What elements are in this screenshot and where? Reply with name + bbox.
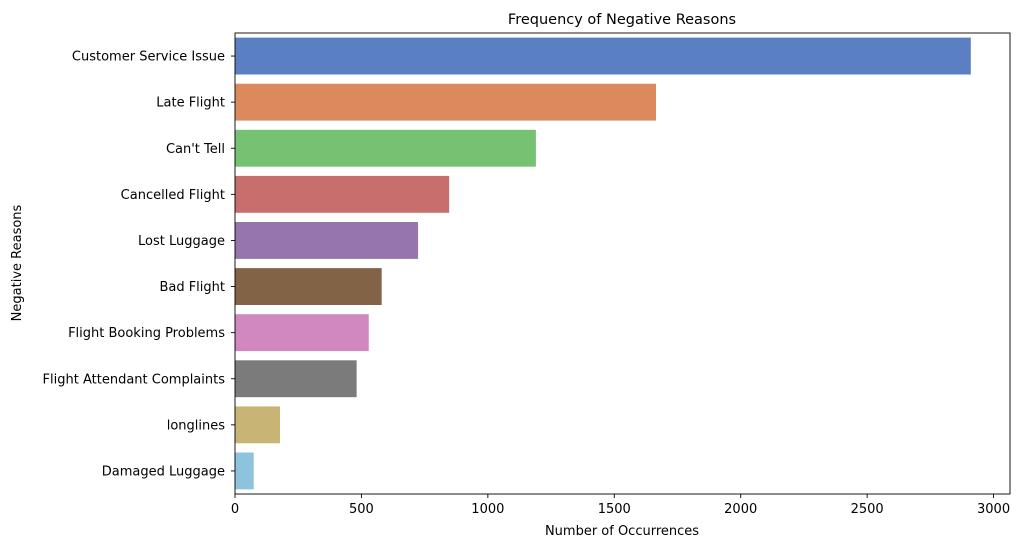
y-tick-label: Bad Flight [159,280,225,295]
bar-flight-booking-problems [235,314,369,352]
y-tick-label: Flight Attendant Complaints [43,372,226,387]
bar-late-flight [235,83,657,121]
y-tick-label: longlines [167,418,226,433]
x-tick-label: 1500 [598,502,631,517]
y-tick-label: Cancelled Flight [121,188,225,203]
bar-customer-service-issue [235,37,971,75]
x-tick-label: 2500 [851,502,884,517]
chart-title: Frequency of Negative Reasons [508,12,736,28]
bar-cancelled-flight [235,175,450,213]
y-tick-label: Customer Service Issue [72,50,225,65]
y-axis-label: Negative Reasons [10,204,25,321]
bar-flight-attendant-complaints [235,360,357,398]
x-tick-label: 0 [231,502,239,517]
bar-can-t-tell [235,129,536,167]
y-tick-label: Lost Luggage [138,234,225,249]
bar-damaged-luggage [235,452,254,490]
x-tick-label: 500 [349,502,374,517]
bar-bad-flight [235,268,382,305]
x-tick-label: 2000 [724,502,757,517]
x-axis-label: Number of Occurrences [545,524,699,539]
bar-lost-luggage [235,222,419,259]
plot-frame [234,32,1011,495]
x-axis: 0 500 1000 1500 2000 2500 3000 [231,494,1010,517]
x-tick-label: 3000 [977,502,1010,517]
y-tick-label: Damaged Luggage [102,464,225,479]
y-tick-label: Flight Booking Problems [68,326,225,341]
y-tick-label: Late Flight [156,96,225,111]
y-tick-label: Can't Tell [166,142,225,157]
bars-layer [235,37,971,490]
y-axis: Customer Service Issue Late Flight Can't T… [43,50,235,479]
x-tick-label: 1000 [471,502,504,517]
bar-longlines [235,406,281,444]
